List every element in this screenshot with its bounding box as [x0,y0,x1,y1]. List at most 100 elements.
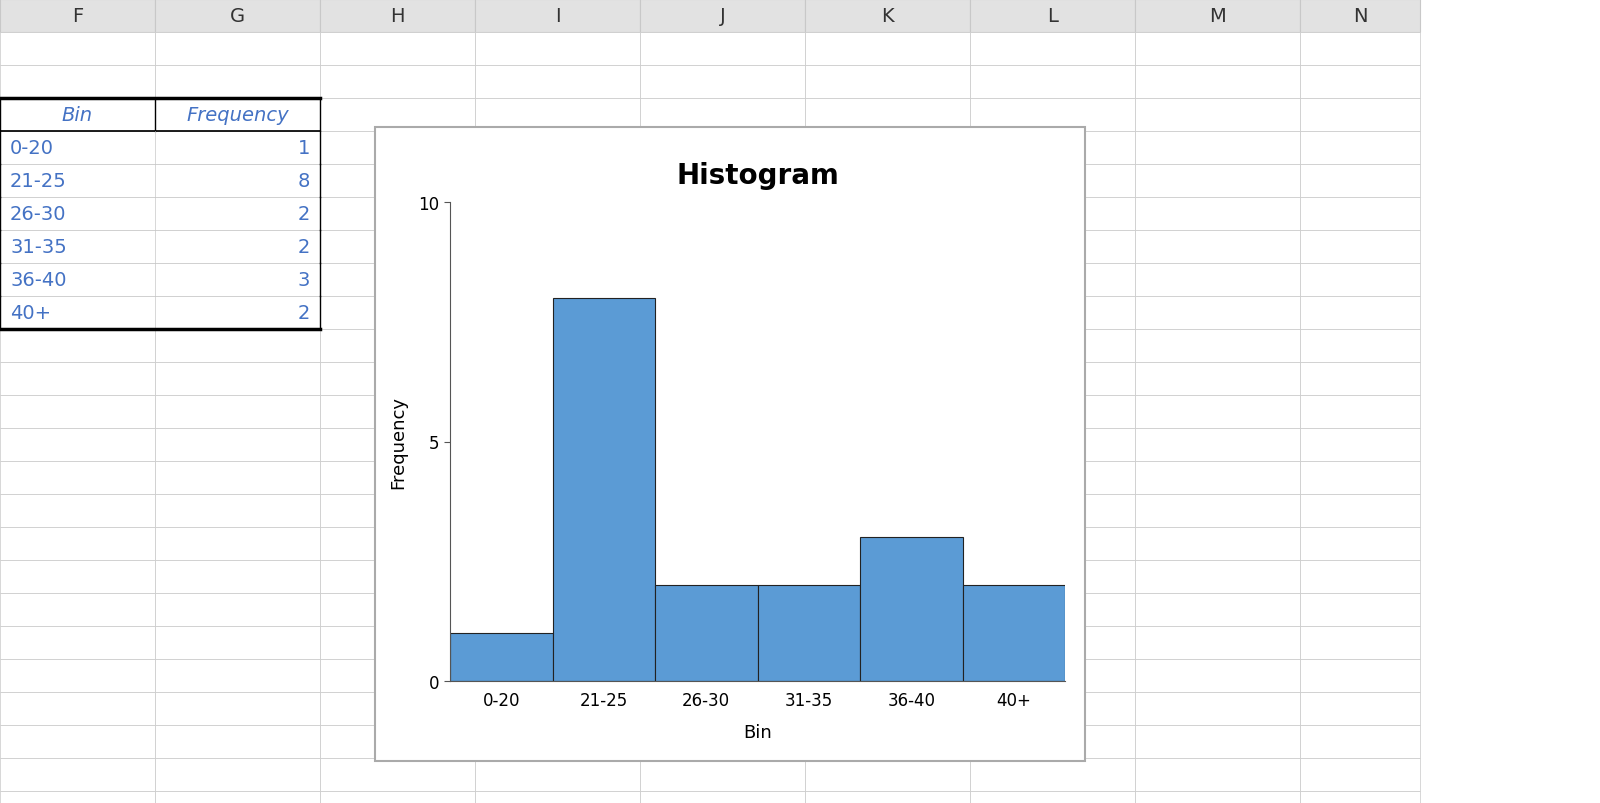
Bar [1299,263,1421,296]
Bar [970,132,1134,165]
Y-axis label: Frequency: Frequency [389,396,408,488]
Bar [320,659,475,692]
Bar [757,585,861,681]
Bar [0,198,155,230]
Bar [805,0,970,33]
Bar [155,362,320,396]
Bar [1299,396,1421,429]
Bar [475,692,640,725]
Bar [475,66,640,99]
Bar [1299,362,1421,396]
Text: 8: 8 [298,172,310,191]
Bar [0,0,155,33]
Bar [320,692,475,725]
Bar [970,165,1134,198]
Bar [155,0,320,33]
Bar [1134,495,1299,528]
Bar [475,99,640,132]
Text: Bin: Bin [62,106,93,124]
Bar [0,132,320,165]
Bar [963,585,1066,681]
Bar [475,296,640,329]
Bar [1134,396,1299,429]
Bar [1134,659,1299,692]
Text: L: L [1046,7,1058,26]
Bar [1134,329,1299,362]
Text: 2: 2 [298,205,310,224]
Bar [640,263,805,296]
Bar [970,263,1134,296]
Bar [640,132,805,165]
Bar [320,495,475,528]
Bar [805,560,970,593]
Bar [640,791,805,803]
Text: 26-30: 26-30 [10,205,67,224]
Bar [320,429,475,462]
Bar [475,132,640,165]
Bar [1134,626,1299,659]
Bar [0,626,155,659]
Bar [0,593,155,626]
Bar [1134,429,1299,462]
Bar [320,33,475,66]
Bar [805,659,970,692]
Bar [805,462,970,495]
Bar [805,66,970,99]
Bar [1134,692,1299,725]
Bar [155,33,320,66]
Bar [0,462,155,495]
Bar [640,33,805,66]
Bar [155,626,320,659]
Bar [640,165,805,198]
Bar [805,296,970,329]
Bar [0,230,320,263]
Bar [640,362,805,396]
Bar [970,33,1134,66]
Bar [861,538,963,681]
Text: 36-40: 36-40 [10,271,67,290]
Bar [1299,462,1421,495]
Bar [970,362,1134,396]
Bar [1299,659,1421,692]
Bar [640,429,805,462]
Text: Frequency: Frequency [186,106,290,124]
Bar [1299,593,1421,626]
Bar [805,165,970,198]
Bar [805,329,970,362]
Bar [640,198,805,230]
Bar [640,725,805,758]
Bar [1299,528,1421,560]
Bar [640,560,805,593]
Bar [1299,165,1421,198]
Bar [0,33,155,66]
Bar [0,99,155,132]
Text: 21-25: 21-25 [10,172,67,191]
Bar [475,725,640,758]
Bar [155,429,320,462]
Bar [805,33,970,66]
Bar [155,230,320,263]
Text: J: J [720,7,725,26]
Bar [970,528,1134,560]
Bar [970,495,1134,528]
Text: H: H [390,7,405,26]
Bar [320,165,475,198]
Bar [1134,560,1299,593]
Bar [970,725,1134,758]
X-axis label: Bin: Bin [742,724,771,741]
Bar [805,791,970,803]
Bar [640,528,805,560]
Bar [320,66,475,99]
Bar [970,560,1134,593]
Bar [475,791,640,803]
Bar [0,132,155,165]
Bar [0,165,155,198]
Bar [640,66,805,99]
Bar [970,296,1134,329]
Bar [805,758,970,791]
Bar [805,362,970,396]
Title: Histogram: Histogram [677,161,838,190]
Bar [320,296,475,329]
Text: 40+: 40+ [10,304,51,323]
Bar [552,299,654,681]
